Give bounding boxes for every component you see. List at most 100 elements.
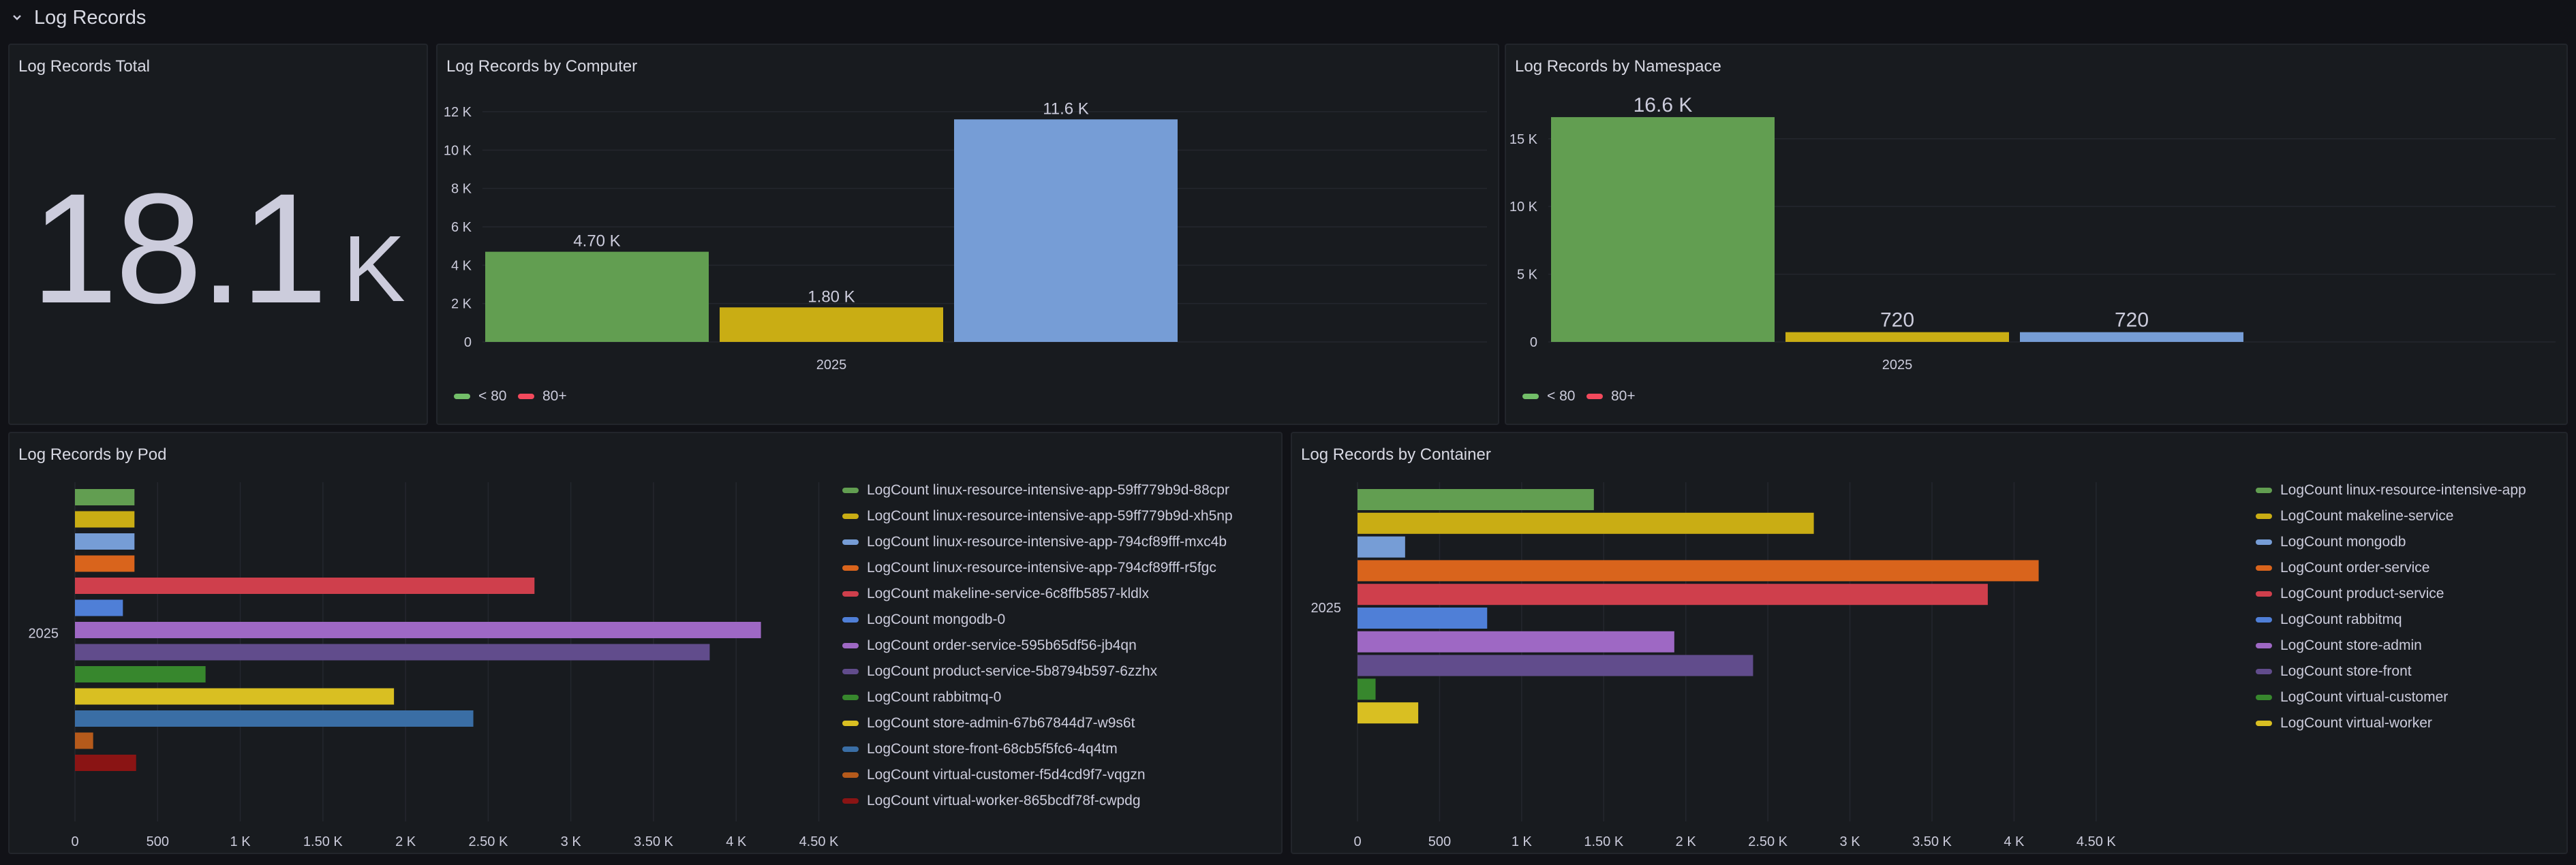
legend-item[interactable]: LogCount store-front (2256, 663, 2412, 680)
x-tick-label: 3.50 K (1912, 834, 1952, 849)
x-tick-label: 4.50 K (2076, 834, 2116, 849)
bar[interactable] (1551, 116, 1775, 342)
y-category-label: 2025 (1311, 601, 1342, 616)
y-tick-label: 2 K (451, 297, 472, 312)
legend-item[interactable]: LogCount store-admin (2256, 638, 2422, 654)
y-tick-label: 0 (464, 335, 472, 350)
legend-item-80plus[interactable]: 80+ (1586, 388, 1636, 405)
legend-swatch (2256, 539, 2272, 545)
panel-log-records-by-container[interactable]: Log Records by Container 0 500 1 K 1.50 K 2 … (1291, 432, 2568, 854)
legend-label: LogCount virtual-customer (2280, 689, 2449, 705)
x-tick-label: 1 K (230, 834, 251, 849)
bar[interactable] (75, 732, 93, 749)
y-tick-label: 15 K (1509, 132, 1538, 147)
bar[interactable] (1358, 678, 1376, 700)
bar[interactable] (1358, 655, 1753, 676)
legend-item[interactable]: LogCount virtual-worker (2256, 715, 2432, 732)
legend-item[interactable]: LogCount rabbitmq (2256, 612, 2402, 628)
panel-log-records-by-namespace[interactable]: Log Records by Namespace 0 5 K 10 K 15 K 16.… (1505, 44, 2568, 425)
bar[interactable] (1785, 332, 2009, 342)
legend-item[interactable]: LogCount virtual-worker-865bcdf78f-cwpdg (842, 793, 1141, 809)
legend-label: LogCount store-front (2280, 663, 2412, 679)
legend-label: LogCount store-front-68cb5f5fc6-4q4tm (867, 741, 1118, 757)
x-category-label: 2025 (816, 358, 847, 373)
bar[interactable] (75, 511, 135, 528)
y-tick-label: 5 K (1517, 268, 1538, 283)
bar[interactable] (75, 489, 135, 505)
legend-label: < 80 (1547, 388, 1576, 404)
bar[interactable] (954, 119, 1178, 342)
bar[interactable] (75, 533, 135, 550)
bar[interactable] (1358, 584, 1988, 606)
bar[interactable] (1358, 489, 1594, 510)
panel-title: Log Records by Pod (18, 445, 167, 464)
legend-item[interactable]: LogCount mongodb-0 (842, 612, 1005, 628)
x-tick-label: 2.50 K (468, 834, 508, 849)
bar-value-label: 1.80 K (808, 287, 855, 306)
x-tick-label: 0 (71, 834, 78, 849)
legend-swatch (842, 539, 859, 545)
legend-label: LogCount linux-resource-intensive-app-59… (867, 482, 1229, 498)
bar[interactable] (75, 666, 206, 682)
legend-label: LogCount rabbitmq (2280, 612, 2402, 627)
legend-label: LogCount mongodb-0 (867, 612, 1006, 627)
bar[interactable] (720, 307, 943, 342)
legend-item[interactable]: LogCount linux-resource-intensive-app-59… (842, 508, 1233, 524)
stat-value: 18.1 K (10, 45, 427, 424)
legend-item[interactable]: LogCount makeline-service-6c8ffb5857-kld… (842, 586, 1149, 602)
x-tick-label: 2 K (395, 834, 416, 849)
legend-item[interactable]: LogCount store-front-68cb5f5fc6-4q4tm (842, 741, 1118, 757)
panel-log-records-by-pod[interactable]: Log Records by Pod 0 500 1 K 1.50 K 2 K 2.50 … (8, 432, 1283, 854)
legend-item[interactable]: LogCount store-admin-67b67844d7-w9s6t (842, 715, 1135, 732)
bar[interactable] (75, 599, 123, 616)
legend-item[interactable]: LogCount linux-resource-intensive-app (2256, 482, 2526, 499)
legend-item[interactable]: LogCount makeline-service (2256, 508, 2453, 524)
legend-swatch (2256, 514, 2272, 519)
legend-label: LogCount makeline-service-6c8ffb5857-kld… (867, 586, 1150, 601)
bar[interactable] (75, 622, 761, 638)
bar[interactable] (2020, 332, 2243, 342)
legend-item[interactable]: LogCount virtual-customer-f5d4cd9f7-vqgz… (842, 767, 1146, 783)
panel-log-records-by-computer[interactable]: Log Records by Computer 0 2 K 4 K 6 K 8 K 10 … (436, 44, 1499, 425)
legend-label: 80+ (542, 388, 567, 404)
x-tick-label: 4 K (726, 834, 747, 849)
legend-item[interactable]: LogCount linux-resource-intensive-app-79… (842, 534, 1227, 550)
panel-log-records-total[interactable]: Log Records Total 18.1 K (8, 44, 428, 425)
legend-item[interactable]: LogCount product-service-5b8794b597-6zzh… (842, 663, 1157, 680)
legend-item[interactable]: LogCount rabbitmq-0 (842, 689, 1001, 706)
bar[interactable] (1358, 536, 1405, 558)
legend-label: LogCount store-admin (2280, 638, 2422, 653)
bar[interactable] (75, 644, 710, 661)
bar[interactable] (485, 251, 709, 342)
bar-chart-namespace: 0 5 K 10 K 15 K 16.6 K 720 720 2025 (1509, 94, 2556, 373)
legend-item[interactable]: LogCount order-service-595b65df56-jb4qn (842, 638, 1137, 654)
bar[interactable] (1358, 631, 1674, 652)
bar[interactable] (1358, 560, 2039, 582)
legend-item[interactable]: LogCount virtual-customer (2256, 689, 2448, 706)
legend-swatch (2256, 565, 2272, 571)
bar[interactable] (1358, 512, 1814, 534)
chevron-down-icon[interactable] (10, 10, 25, 25)
legend-item[interactable]: LogCount mongodb (2256, 534, 2406, 550)
x-tick-label: 1.50 K (303, 834, 343, 849)
legend-item-80plus[interactable]: 80+ (518, 388, 567, 405)
legend-item[interactable]: LogCount linux-resource-intensive-app-79… (842, 560, 1216, 576)
legend-item-lt80[interactable]: < 80 (1522, 388, 1575, 405)
legend-label: LogCount linux-resource-intensive-app-79… (867, 534, 1227, 550)
legend-item[interactable]: LogCount order-service (2256, 560, 2429, 576)
bar[interactable] (75, 688, 395, 705)
legend-label: LogCount linux-resource-intensive-app-79… (867, 560, 1216, 576)
bar[interactable] (1358, 608, 1488, 629)
row-header-log-records[interactable]: Log Records (10, 0, 146, 35)
legend-item[interactable]: LogCount linux-resource-intensive-app-59… (842, 482, 1229, 499)
legend-label: LogCount linux-resource-intensive-app (2280, 482, 2526, 498)
bar[interactable] (75, 555, 135, 572)
bar[interactable] (75, 755, 136, 771)
bar[interactable] (1358, 702, 1419, 724)
legend-swatch (842, 565, 859, 571)
bar[interactable] (75, 710, 474, 727)
bar[interactable] (75, 578, 535, 594)
legend-item-lt80[interactable]: < 80 (454, 388, 506, 405)
legend-item[interactable]: LogCount product-service (2256, 586, 2444, 602)
legend-swatch (454, 394, 470, 399)
